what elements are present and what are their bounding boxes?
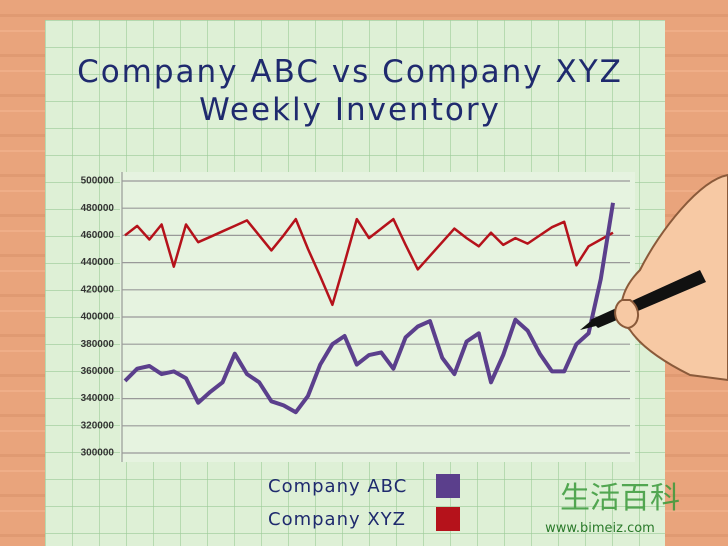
watermark-logo: 生活百科 [560, 481, 680, 516]
y-tick-label: 500000 [81, 176, 115, 187]
chart-title: Company ABC vs Company XYZ [77, 54, 623, 90]
series-line [124, 217, 614, 307]
legend-swatch [436, 474, 460, 498]
y-tick-label: 300000 [81, 448, 115, 459]
series-line [123, 202, 615, 415]
legend-label: Company ABC [268, 476, 407, 497]
watermark-url: www.bimeiz.com [545, 521, 655, 536]
y-tick-label: 460000 [81, 230, 115, 241]
y-tick-label: 400000 [81, 312, 115, 323]
y-tick-label: 360000 [81, 366, 115, 377]
chart-subtitle: Weekly Inventory [199, 92, 501, 128]
y-tick-label: 420000 [81, 284, 115, 295]
y-tick-label: 440000 [81, 257, 115, 268]
y-tick-label: 320000 [81, 420, 115, 431]
legend-label: Company XYZ [268, 509, 406, 530]
y-tick-label: 380000 [81, 339, 115, 350]
y-tick-label: 480000 [81, 203, 115, 214]
hand [580, 173, 728, 382]
y-tick-label: 340000 [81, 393, 115, 404]
legend-swatch [436, 507, 460, 531]
